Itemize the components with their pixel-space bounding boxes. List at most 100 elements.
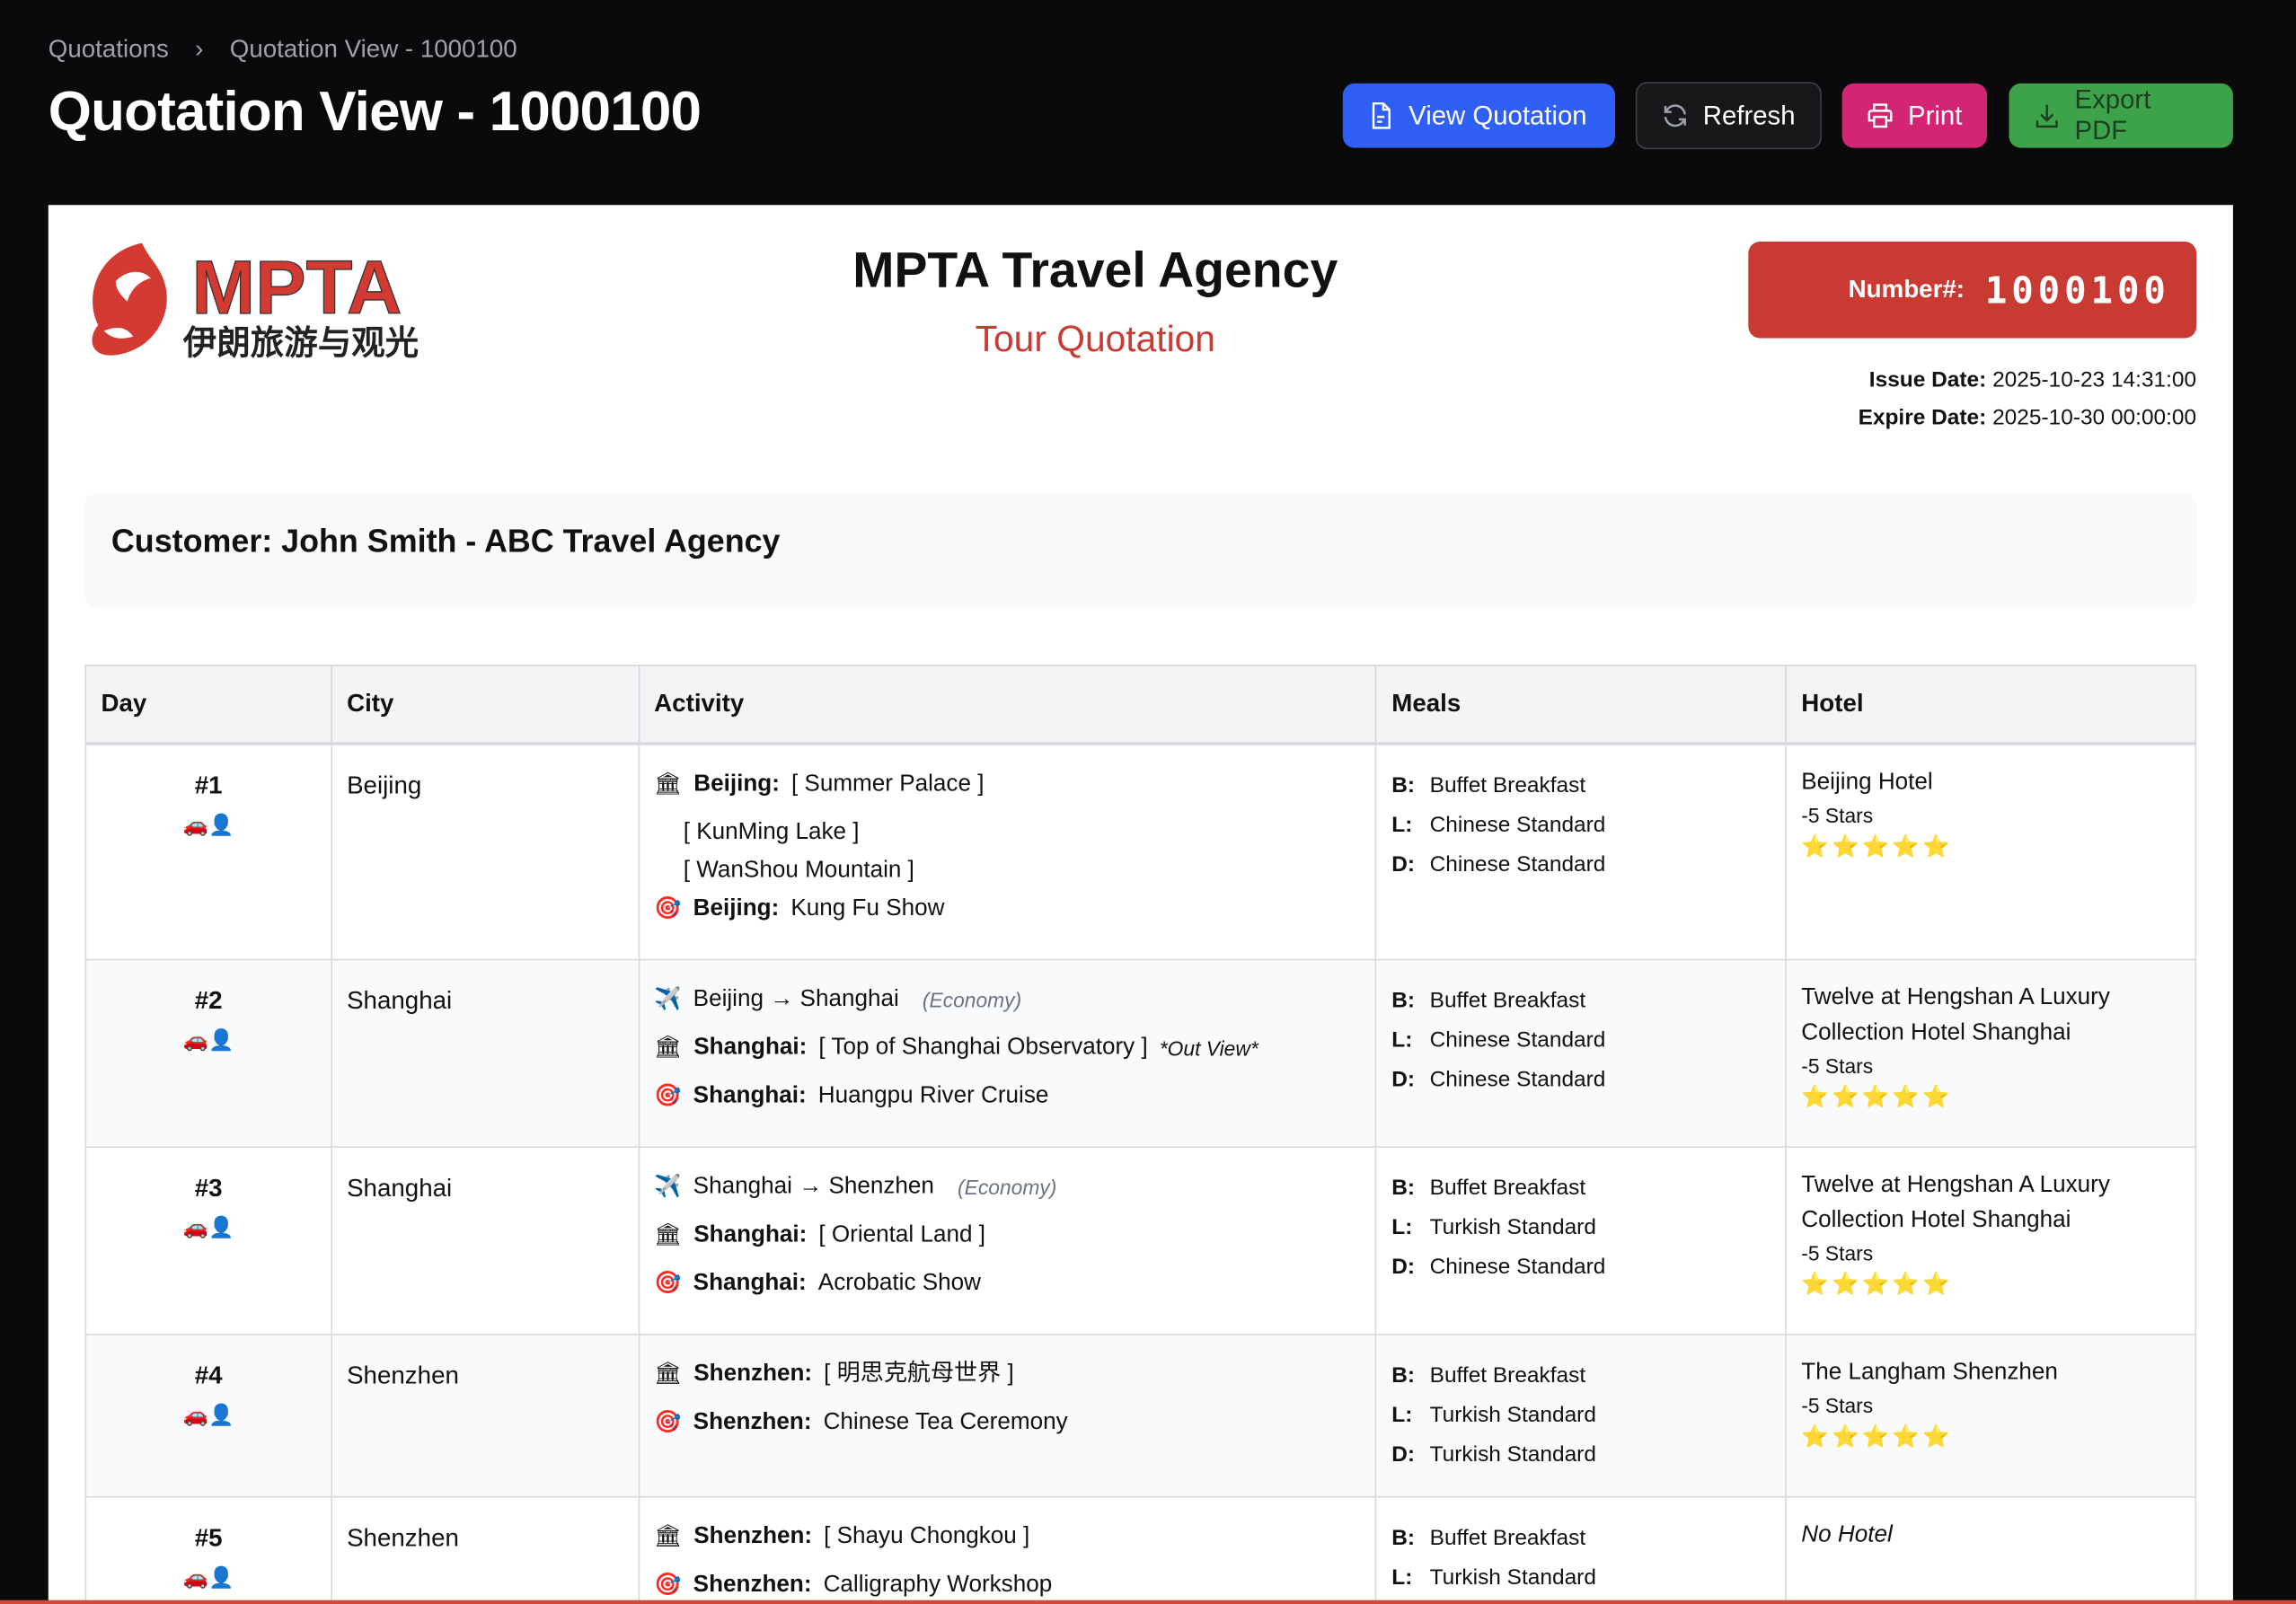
star-rating-icon: ⭐⭐⭐⭐⭐	[1801, 1423, 1953, 1449]
target-icon: 🎯	[654, 1571, 682, 1597]
table-row: #1 🚗👤 Beijing 🏛 Beijing:[ Summer Palace ] […	[84, 742, 2197, 960]
meal-l: L: Turkish Standard	[1391, 1214, 1596, 1239]
target-icon: 🎯	[654, 1270, 682, 1295]
activity-line: ✈️ Shanghai → Shenzhen (Economy)	[654, 1168, 1361, 1205]
activity-line: 🏛 Shenzhen:[ Shayu Chongkou ]	[654, 1518, 1361, 1556]
activity-cell: 🏛 Shenzhen:[ 明思克航母世界 ] 🎯 Shenzhen: Chinese T…	[638, 1333, 1377, 1497]
export-pdf-button[interactable]: Export PDF	[2009, 83, 2233, 148]
quotation-document: MPTA 伊朗旅游与观光 MPTA Travel Agency Tour Quo…	[48, 205, 2233, 1604]
meal-l: L: Chinese Standard	[1391, 811, 1606, 837]
city-cell: Shanghai	[331, 1145, 640, 1335]
number-label: Number#:	[1848, 275, 1965, 304]
document-subtitle: Tour Quotation	[975, 319, 1215, 361]
itinerary-table: Day City Activity Meals Hotel #1 🚗👤 Beiji…	[84, 665, 2197, 1604]
hotel-cell: The Langham Shenzhen -5 Stars ⭐⭐⭐⭐⭐	[1785, 1333, 2197, 1497]
breadcrumb-quotations[interactable]: Quotations	[48, 35, 169, 64]
bottom-bar	[0, 1600, 2296, 1604]
museum-icon: 🏛	[654, 1523, 683, 1548]
hotel-cell: Twelve at Hengshan A Luxury Collection H…	[1785, 957, 2197, 1148]
activity-cell: ✈️ Shanghai → Shenzhen (Economy) 🏛 Shanghai:…	[638, 1145, 1377, 1335]
target-icon: 🎯	[654, 895, 682, 921]
svg-text:MPTA: MPTA	[192, 244, 402, 330]
star-rating-icon: ⭐⭐⭐⭐⭐	[1801, 1271, 1953, 1297]
customer-banner: Customer: John Smith - ABC Travel Agency	[84, 493, 2197, 608]
museum-icon: 🏛	[654, 771, 683, 796]
meal-d: D: Chinese Standard	[1391, 850, 1606, 877]
day-cell: #4 🚗👤	[84, 1333, 332, 1497]
activity-line: 🎯 Shenzhen: Calligraphy Workshop	[654, 1565, 1361, 1603]
activity-line: [ WanShou Mountain ]	[683, 857, 914, 883]
export-pdf-label: Export PDF	[2074, 84, 2151, 145]
hotel-stars-label: -5 Stars	[1801, 1393, 1874, 1417]
issue-date: Issue Date: 2025-10-23 14:31:00	[1868, 367, 2197, 392]
museum-icon: 🏛	[654, 1221, 683, 1247]
expire-date: Expire Date: 2025-10-30 00:00:00	[1858, 405, 2197, 431]
activity-line: ✈️ Beijing → Shanghai (Economy)	[654, 980, 1361, 1018]
header-hotel: Hotel	[1785, 665, 2197, 745]
car-icon: 🚗	[182, 1564, 209, 1588]
print-button[interactable]: Print	[1841, 83, 1988, 148]
meals-cell: B: Buffet Breakfast L: Chinese Standard D: Ch…	[1375, 957, 1787, 1148]
no-hotel: No Hotel	[1801, 1521, 1893, 1547]
activity-line: 🎯 Shanghai: Acrobatic Show	[654, 1265, 1361, 1302]
hotel-name: The Langham Shenzhen	[1801, 1359, 2058, 1385]
header-activity: Activity	[638, 665, 1377, 745]
download-icon	[2035, 104, 2058, 128]
print-label: Print	[1908, 100, 1963, 130]
city-cell: Shenzhen	[331, 1333, 640, 1497]
table-row: #5 🚗👤 Shenzhen 🏛 Shenzhen:[ Shayu Chongkou…	[84, 1495, 2197, 1604]
star-rating-icon: ⭐⭐⭐⭐⭐	[1801, 833, 1953, 859]
hotel-stars-label: -5 Stars	[1801, 1053, 1874, 1077]
hotel-stars-label: -5 Stars	[1801, 803, 1874, 827]
person-icon: 👤	[208, 811, 234, 835]
hotel-name: Twelve at Hengshan A Luxury Collection H…	[1801, 1171, 2110, 1232]
city-cell: Shenzhen	[331, 1495, 640, 1604]
hotel-name: Beijing Hotel	[1801, 769, 1933, 795]
car-icon: 🚗	[182, 1401, 209, 1425]
meal-b: B: Buffet Breakfast	[1391, 987, 1586, 1013]
refresh-label: Refresh	[1702, 100, 1796, 130]
hotel-cell: No Hotel	[1785, 1495, 2197, 1604]
hotel-cell: Twelve at Hengshan A Luxury Collection H…	[1785, 1145, 2197, 1335]
meal-b: B: Buffet Breakfast	[1391, 771, 1586, 798]
dates: Issue Date: 2025-10-23 14:31:00 Expire D…	[1859, 362, 2197, 438]
car-icon: 🚗	[182, 1027, 209, 1051]
activity-line: 🏛 Beijing:[ Summer Palace ]	[654, 765, 1361, 803]
view-quotation-button[interactable]: View Quotation	[1342, 83, 1616, 148]
printer-icon	[1868, 103, 1893, 128]
person-icon: 👤	[208, 1401, 234, 1425]
activity-line: 🏛 Shanghai:[ Top of Shanghai Observatory …	[654, 1028, 1361, 1066]
activity-cell: 🏛 Beijing:[ Summer Palace ] [ KunMing Lake…	[638, 742, 1377, 960]
breadcrumb-current: Quotation View - 1000100	[229, 35, 517, 64]
person-icon: 👤	[208, 1214, 234, 1238]
header-city: City	[331, 665, 640, 745]
car-icon: 🚗	[182, 811, 209, 835]
meal-l: L: Turkish Standard	[1391, 1401, 1596, 1427]
activity-cell: 🏛 Shenzhen:[ Shayu Chongkou ] 🎯 Shenzhen: Ca…	[638, 1495, 1377, 1604]
city-cell: Beijing	[331, 742, 640, 960]
activity-line: 🎯 Shanghai: Huangpu River Cruise	[654, 1077, 1361, 1115]
meal-l: L: Turkish Standard	[1391, 1564, 1596, 1590]
museum-icon: 🏛	[654, 1034, 683, 1060]
day-cell: #2 🚗👤	[84, 957, 332, 1148]
document-icon	[1372, 101, 1391, 129]
activity-line: [ KunMing Lake ]	[683, 819, 860, 844]
star-rating-icon: ⭐⭐⭐⭐⭐	[1801, 1084, 1953, 1109]
page-title: Quotation View - 1000100	[48, 82, 702, 144]
number-value: 1000100	[1984, 269, 2170, 312]
plane-icon: ✈️	[654, 1173, 682, 1199]
table-row: #2 🚗👤 Shanghai ✈️ Beijing → Shanghai (Econo…	[84, 957, 2197, 1148]
car-icon: 🚗	[182, 1214, 209, 1238]
activity-line: 🏛 Shanghai:[ Oriental Land ]	[654, 1216, 1361, 1254]
chevron-right-icon: ›	[195, 35, 204, 64]
plane-icon: ✈️	[654, 985, 682, 1011]
target-icon: 🎯	[654, 1408, 682, 1434]
hotel-name: Twelve at Hengshan A Luxury Collection H…	[1801, 984, 2110, 1045]
meals-cell: B:Buffet Breakfast L:Turkish Standard D:Tu…	[1375, 1333, 1787, 1497]
activity-line: 🏛 Shenzhen:[ 明思克航母世界 ]	[654, 1355, 1361, 1393]
refresh-icon	[1664, 104, 1686, 128]
meal-b: B: Buffet Breakfast	[1391, 1524, 1586, 1550]
day-cell: #3 🚗👤	[84, 1145, 332, 1335]
refresh-button[interactable]: Refresh	[1635, 82, 1822, 150]
museum-icon: 🏛	[654, 1361, 683, 1386]
